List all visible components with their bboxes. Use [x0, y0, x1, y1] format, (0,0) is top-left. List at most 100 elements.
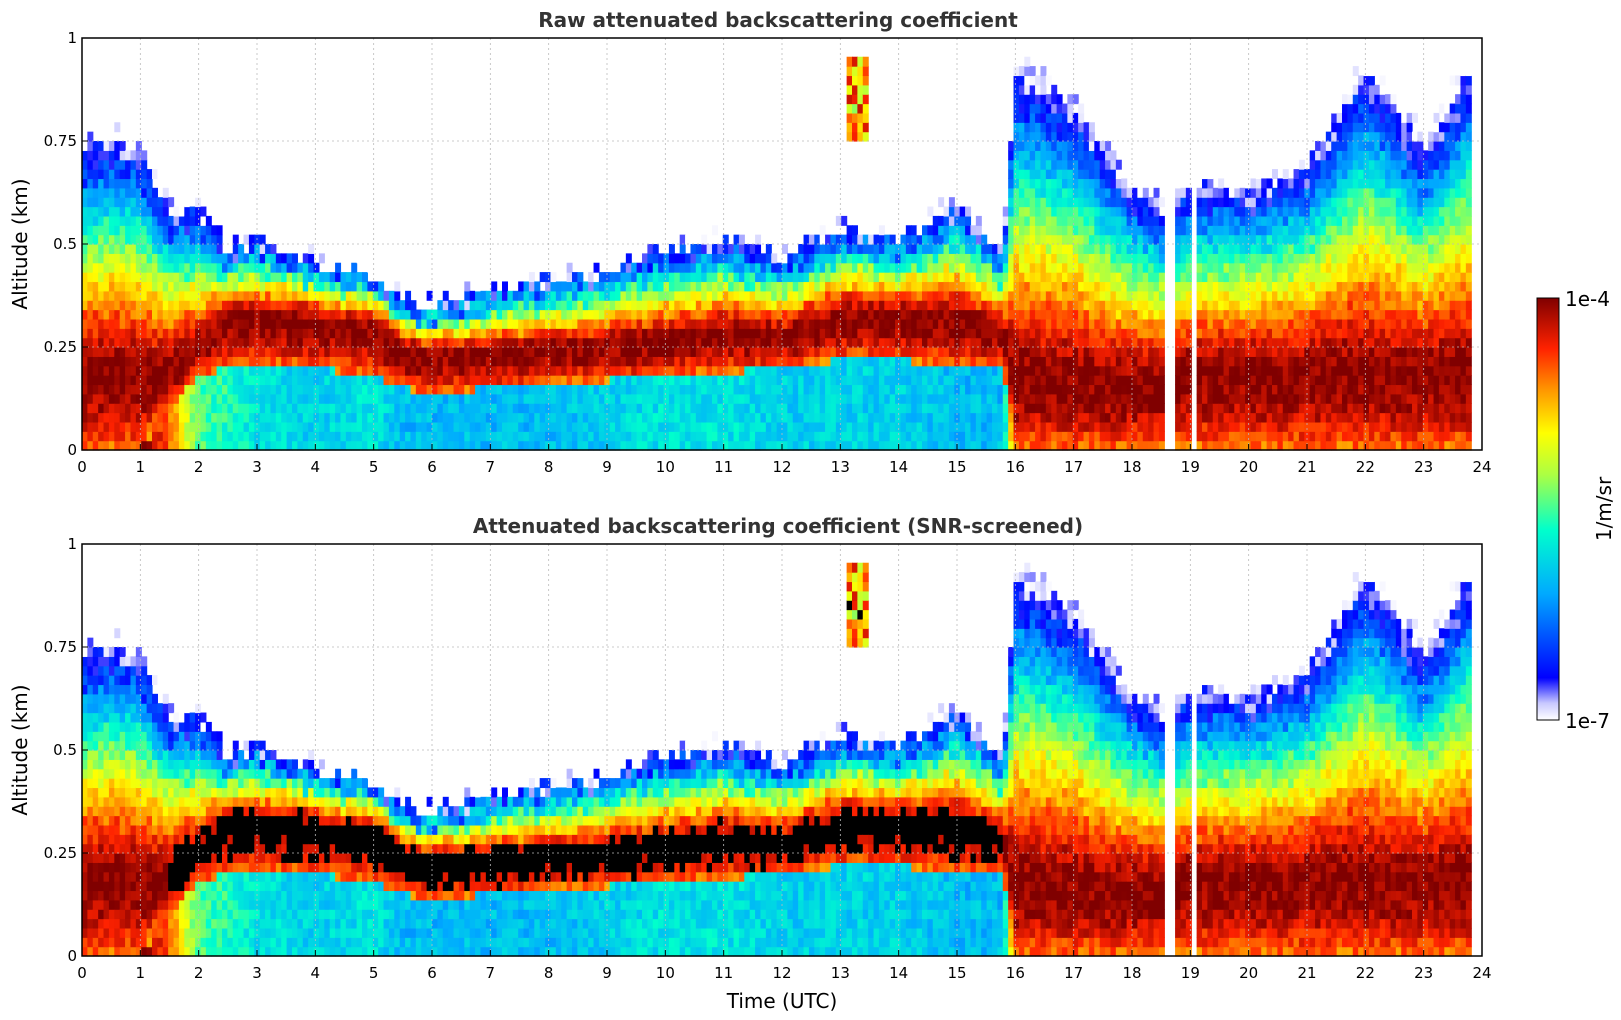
heatmap-cell: [771, 262, 778, 273]
heatmap-cell: [857, 393, 864, 404]
heatmap-cell: [173, 215, 180, 226]
heatmap-cell: [970, 225, 977, 236]
heatmap-cell: [609, 375, 616, 386]
heatmap-cell: [674, 253, 681, 264]
heatmap-cell: [975, 431, 982, 442]
heatmap-cell: [981, 337, 988, 348]
heatmap-cell: [1062, 403, 1068, 414]
heatmap-cell: [652, 356, 659, 367]
heatmap-cell: [620, 356, 627, 367]
heatmap-cell: [108, 309, 115, 320]
heatmap-cell: [814, 253, 821, 264]
heatmap-cell: [679, 300, 686, 311]
heatmap-cell: [965, 206, 972, 217]
heatmap-cell: [658, 309, 665, 320]
heatmap-cell: [690, 272, 697, 283]
heatmap-cell: [367, 440, 374, 451]
heatmap-cell: [146, 290, 153, 301]
heatmap-cell: [270, 356, 277, 367]
heatmap-cell: [87, 384, 94, 395]
heatmap-cell: [717, 356, 724, 367]
heatmap-cell: [927, 234, 934, 245]
heatmap-cell: [744, 365, 751, 376]
heatmap-cell: [1083, 421, 1090, 432]
heatmap-cell: [1202, 244, 1208, 254]
heatmap-cell: [787, 440, 794, 451]
heatmap-cell: [1024, 384, 1031, 395]
heatmap-cell: [642, 375, 648, 386]
heatmap-cell: [82, 244, 88, 254]
heatmap-cell: [308, 393, 315, 404]
heatmap-cell: [265, 244, 272, 254]
heatmap-cell: [502, 281, 508, 292]
heatmap-cell: [502, 384, 508, 395]
heatmap-cell: [87, 421, 94, 432]
heatmap-cell: [895, 328, 902, 339]
heatmap-cell: [1078, 215, 1085, 226]
heatmap-cell: [130, 384, 137, 395]
heatmap-cell: [141, 356, 148, 367]
heatmap-cell: [98, 309, 105, 320]
heatmap-cell: [717, 290, 724, 301]
heatmap-cell: [722, 440, 729, 451]
heatmap-cell: [1105, 403, 1112, 414]
heatmap-cell: [399, 300, 406, 311]
heatmap-cell: [108, 206, 115, 217]
heatmap-cell: [378, 393, 385, 404]
heatmap-cell: [642, 328, 648, 339]
heatmap-cell: [1018, 112, 1025, 123]
heatmap-cell: [927, 356, 934, 367]
heatmap-cell: [862, 365, 869, 376]
heatmap-cell: [986, 365, 993, 376]
heatmap-cell: [265, 421, 272, 432]
heatmap-cell: [1196, 272, 1203, 283]
heatmap-cell: [432, 309, 438, 320]
heatmap-cell: [835, 328, 842, 339]
heatmap-cell: [1158, 431, 1165, 442]
heatmap-cell: [776, 309, 783, 320]
heatmap-cell: [965, 337, 972, 348]
heatmap-cell: [658, 412, 665, 423]
heatmap-cell: [647, 431, 654, 442]
heatmap-cell: [852, 75, 858, 86]
heatmap-cell: [679, 421, 686, 432]
heatmap-cell: [383, 290, 390, 301]
heatmap-cell: [1126, 347, 1133, 357]
heatmap-cell: [367, 384, 374, 395]
heatmap-cell: [1105, 412, 1112, 423]
heatmap-cell: [1153, 337, 1160, 348]
heatmap-cell: [297, 262, 304, 273]
heatmap-cell: [1088, 440, 1095, 451]
heatmap-cell: [1105, 159, 1112, 170]
heatmap-cell: [125, 169, 132, 180]
heatmap-cell: [948, 262, 955, 273]
heatmap-cell: [1013, 384, 1020, 395]
heatmap-cell: [82, 197, 88, 208]
heatmap-cell: [1072, 347, 1079, 357]
heatmap-cell: [275, 337, 282, 348]
heatmap-cell: [717, 440, 724, 451]
heatmap-cell: [130, 403, 137, 414]
heatmap-cell: [1185, 215, 1192, 226]
heatmap-cell: [270, 412, 277, 423]
heatmap-cell: [765, 290, 772, 301]
heatmap-cell: [1008, 281, 1015, 292]
heatmap-cell: [238, 262, 245, 273]
heatmap-cell: [539, 347, 546, 357]
heatmap-cell: [647, 393, 654, 404]
heatmap-cell: [1013, 159, 1020, 170]
heatmap-cell: [227, 431, 234, 442]
heatmap-cell: [243, 347, 250, 357]
heatmap-cell: [103, 262, 110, 273]
heatmap-cell: [631, 309, 638, 320]
heatmap-cell: [1202, 412, 1208, 423]
heatmap-cell: [211, 440, 218, 451]
heatmap-cell: [1115, 337, 1122, 348]
heatmap-cell: [1002, 347, 1009, 357]
heatmap-cell: [243, 272, 250, 283]
heatmap-cell: [943, 347, 950, 357]
heatmap-cell: [986, 290, 993, 301]
heatmap-cell: [178, 215, 185, 226]
heatmap-cell: [178, 225, 185, 236]
heatmap-cell: [566, 403, 573, 414]
